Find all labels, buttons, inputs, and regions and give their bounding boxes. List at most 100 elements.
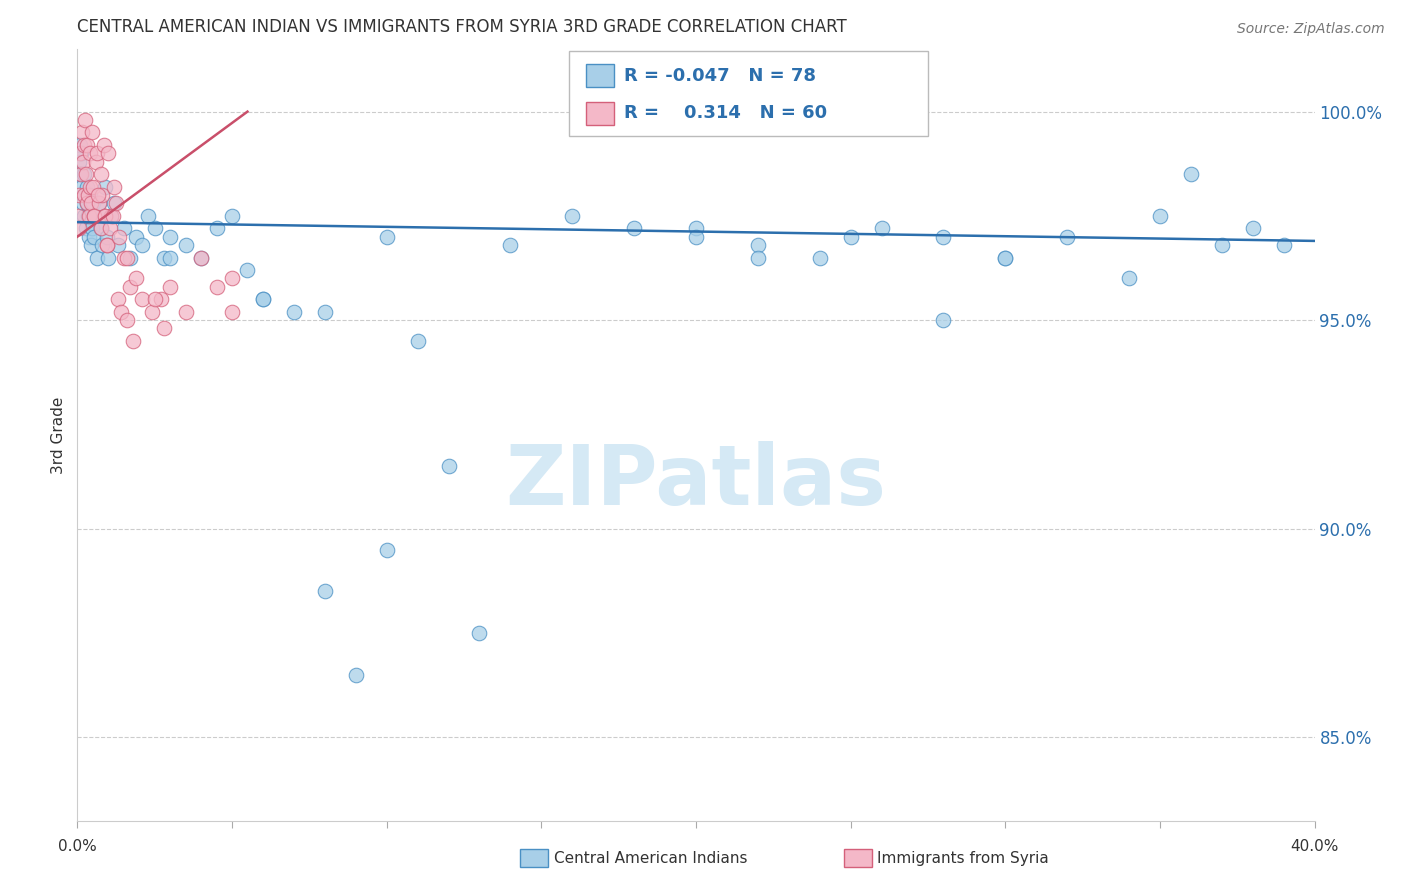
Point <box>77 209 100 223</box>
Point <box>122 334 145 348</box>
Point <box>499 238 522 252</box>
Point <box>138 209 160 223</box>
Point <box>221 271 243 285</box>
Point <box>870 221 893 235</box>
Point <box>70 146 93 161</box>
Text: Immigrants from Syria: Immigrants from Syria <box>877 851 1049 865</box>
Text: Source: ZipAtlas.com: Source: ZipAtlas.com <box>1237 22 1385 37</box>
Text: CENTRAL AMERICAN INDIAN VS IMMIGRANTS FROM SYRIA 3RD GRADE CORRELATION CHART: CENTRAL AMERICAN INDIAN VS IMMIGRANTS FR… <box>77 19 846 37</box>
Point <box>747 238 769 252</box>
Point <box>1056 229 1078 244</box>
Point <box>125 229 148 244</box>
Point <box>932 313 955 327</box>
Point <box>143 293 166 307</box>
Point <box>283 305 305 319</box>
Point <box>205 280 228 294</box>
Point <box>131 293 153 307</box>
Point <box>77 188 100 202</box>
Point <box>994 251 1017 265</box>
Point <box>103 179 125 194</box>
Point <box>1118 271 1140 285</box>
Point <box>623 221 645 235</box>
Point <box>79 179 101 194</box>
Point <box>72 138 94 153</box>
Point <box>236 263 259 277</box>
Point <box>149 293 172 307</box>
Point <box>77 229 100 244</box>
Point <box>314 584 336 599</box>
Point <box>80 238 103 252</box>
Point <box>97 251 120 265</box>
Point <box>73 188 96 202</box>
Point <box>221 209 243 223</box>
Point <box>221 305 243 319</box>
Point <box>159 251 181 265</box>
Point <box>375 229 398 244</box>
Point <box>70 167 93 181</box>
Point <box>93 209 115 223</box>
Point <box>70 179 93 194</box>
Point <box>86 146 108 161</box>
Point <box>125 271 148 285</box>
Point <box>94 179 117 194</box>
Point <box>67 154 90 169</box>
Point <box>1211 238 1233 252</box>
Point <box>96 238 118 252</box>
Point <box>73 209 96 223</box>
Point <box>103 196 125 211</box>
Point <box>79 146 101 161</box>
Point <box>205 221 228 235</box>
Point <box>314 305 336 319</box>
Point <box>94 209 117 223</box>
Point <box>808 251 831 265</box>
Point <box>252 293 274 307</box>
Point <box>685 229 707 244</box>
Point <box>159 280 181 294</box>
Point <box>375 542 398 557</box>
Point <box>115 313 138 327</box>
Point <box>76 196 98 211</box>
Point <box>72 196 94 211</box>
Point <box>75 221 97 235</box>
Point <box>1272 238 1295 252</box>
Point <box>91 188 114 202</box>
Point <box>107 293 129 307</box>
Point <box>437 459 460 474</box>
Point <box>76 196 98 211</box>
Text: R =    0.314   N = 60: R = 0.314 N = 60 <box>624 104 827 122</box>
Point <box>87 188 110 202</box>
Point <box>82 179 104 194</box>
Point <box>83 209 105 223</box>
Point <box>105 196 127 211</box>
Point <box>84 154 107 169</box>
Point <box>174 305 197 319</box>
Point <box>468 626 491 640</box>
Point <box>1149 209 1171 223</box>
Point <box>66 209 89 223</box>
Text: Central American Indians: Central American Indians <box>554 851 748 865</box>
Point <box>82 126 104 140</box>
Point <box>75 112 96 127</box>
Point <box>100 209 122 223</box>
Point <box>141 305 163 319</box>
Point <box>72 154 94 169</box>
Point <box>153 251 176 265</box>
Point <box>72 167 94 181</box>
Point <box>69 138 91 153</box>
Point <box>100 209 122 223</box>
Point <box>97 146 120 161</box>
Point <box>84 209 107 223</box>
Point <box>143 221 166 235</box>
Point <box>131 238 153 252</box>
Point <box>82 221 104 235</box>
Point <box>93 209 115 223</box>
Point <box>69 221 91 235</box>
Point <box>190 251 212 265</box>
Point <box>96 229 118 244</box>
Point <box>839 229 862 244</box>
Point <box>107 238 129 252</box>
Point <box>190 251 212 265</box>
Point <box>83 229 105 244</box>
Point <box>90 167 111 181</box>
Point <box>685 221 707 235</box>
